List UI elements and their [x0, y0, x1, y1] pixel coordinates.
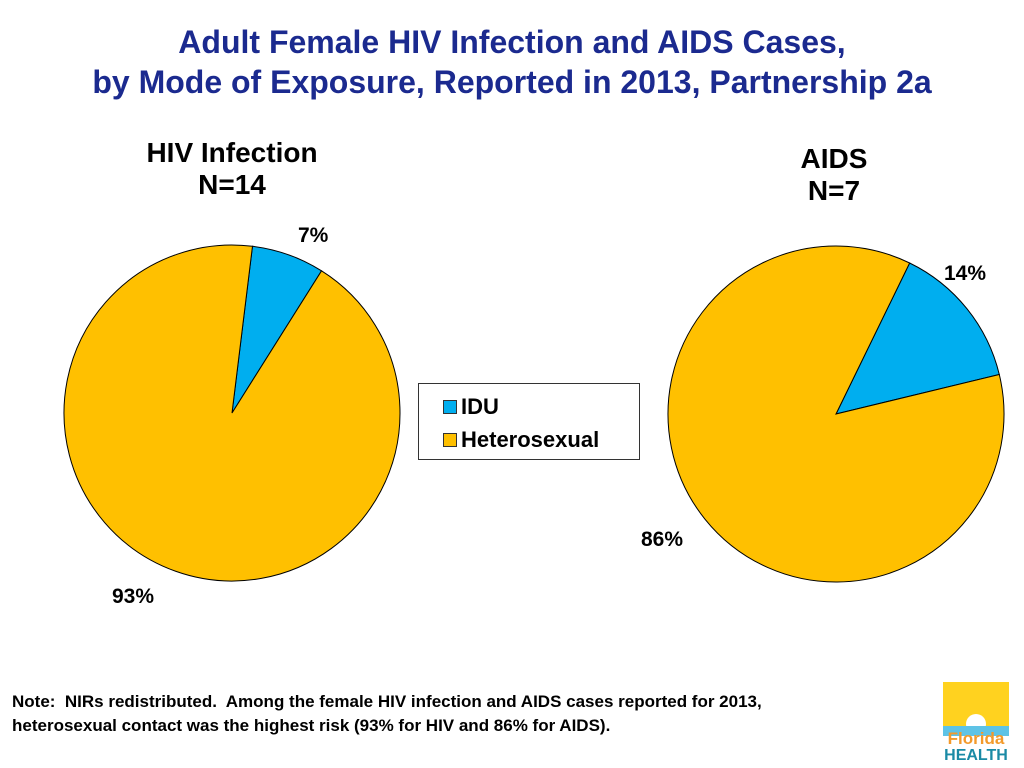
- florida-health-logo: Florida HEALTH: [943, 682, 1009, 762]
- aids-hetero-label: 86%: [641, 528, 684, 551]
- title-line-1: Adult Female HIV Infection and AIDS Case…: [178, 24, 846, 60]
- legend-item-idu: IDU: [443, 394, 499, 420]
- idu-swatch: [443, 400, 457, 414]
- legend: IDU Heterosexual: [418, 383, 640, 460]
- footnote: Note: NIRs redistributed. Among the fema…: [12, 692, 762, 735]
- hiv-pie-title: HIV Infection N=14: [146, 137, 318, 200]
- svg-text:Florida: Florida: [948, 729, 1005, 748]
- pie-1-slice-heterosexual: [667, 245, 1005, 583]
- pie-0-slice-heterosexual: [63, 244, 401, 582]
- hiv-idu-label: 7%: [298, 224, 329, 247]
- chart-title: Adult Female HIV Infection and AIDS Case…: [0, 22, 1024, 102]
- hiv-hetero-label: 93%: [112, 585, 155, 608]
- aids-pie-title: AIDS N=7: [800, 143, 868, 206]
- svg-text:HEALTH: HEALTH: [944, 747, 1008, 762]
- title-line-2: by Mode of Exposure, Reported in 2013, P…: [92, 64, 932, 100]
- aids-idu-label: 14%: [944, 262, 987, 285]
- pie-1-slice-idu: [835, 262, 1000, 415]
- legend-item-heterosexual: Heterosexual: [443, 427, 599, 453]
- heterosexual-swatch: [443, 433, 457, 447]
